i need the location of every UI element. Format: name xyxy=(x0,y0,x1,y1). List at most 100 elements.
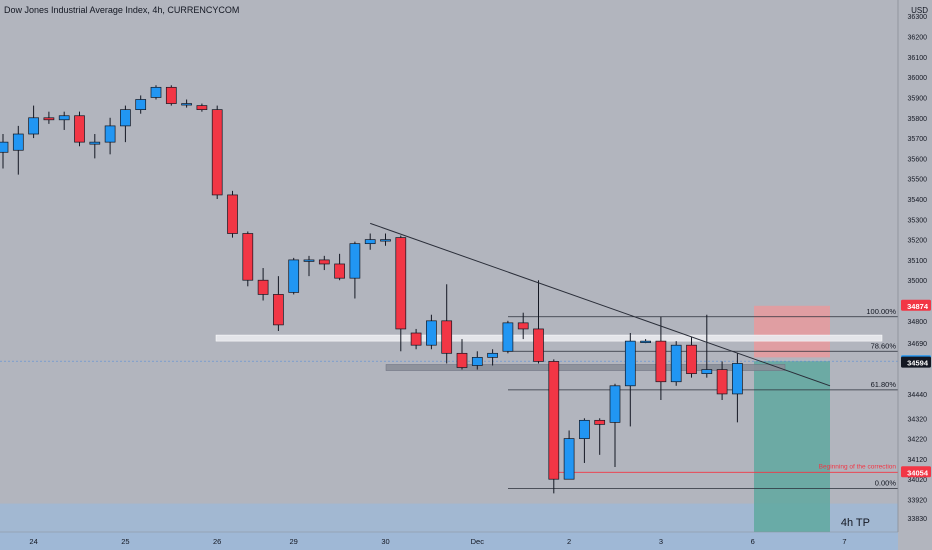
candle-body xyxy=(380,239,391,242)
price-tick-label: 36200 xyxy=(908,35,928,42)
candle-body xyxy=(563,438,575,480)
candle-body xyxy=(165,86,177,104)
candle xyxy=(670,341,682,386)
candle-body xyxy=(471,357,483,366)
price-tick-label: 33830 xyxy=(908,516,928,523)
time-axis xyxy=(0,532,898,550)
price-tick-label: 36100 xyxy=(908,55,928,62)
candle xyxy=(456,339,468,370)
candle xyxy=(487,349,498,366)
candle-body xyxy=(104,125,116,143)
candle-body xyxy=(624,340,636,387)
candle xyxy=(150,85,162,100)
candle-body xyxy=(426,320,437,346)
price-tag-label: 34594 xyxy=(907,359,929,368)
candle xyxy=(471,351,483,370)
candle xyxy=(120,105,131,143)
candle-body xyxy=(74,115,85,143)
candle-body xyxy=(456,352,468,368)
fib-level-label: 78.60% xyxy=(871,341,897,350)
candle-body xyxy=(410,332,422,346)
candle xyxy=(686,337,697,378)
plot-background xyxy=(0,0,898,532)
candle-body xyxy=(686,344,697,374)
candle-body xyxy=(12,133,24,151)
price-axis xyxy=(898,0,932,550)
price-tick-label: 35700 xyxy=(908,136,928,143)
price-tag xyxy=(901,466,931,478)
price-tick-label: 34320 xyxy=(908,416,928,423)
candle-body xyxy=(242,233,254,281)
candle-body xyxy=(120,109,131,127)
candle-body xyxy=(640,340,651,343)
take-profit-label: 4h TP xyxy=(841,517,870,529)
candle-body xyxy=(318,259,330,265)
stop-loss-zone xyxy=(754,305,830,358)
candle-body xyxy=(533,328,544,362)
candle xyxy=(548,359,560,494)
price-tag-label: 34874 xyxy=(907,302,929,311)
candle xyxy=(242,231,254,287)
candle-body xyxy=(150,86,162,98)
price-tick-label: 35800 xyxy=(908,116,928,123)
candle-body xyxy=(594,419,606,425)
candle-body xyxy=(28,117,39,135)
resistance-zone xyxy=(215,334,883,342)
candle xyxy=(502,320,514,354)
support-zone xyxy=(385,364,786,371)
candle-body xyxy=(364,239,376,245)
candle xyxy=(89,134,101,159)
candle-body xyxy=(43,117,55,121)
candle-body xyxy=(89,141,101,145)
candle xyxy=(579,418,590,463)
candle xyxy=(563,430,575,480)
price-tick-label: 35000 xyxy=(908,278,928,285)
candle-body xyxy=(395,237,407,330)
candle xyxy=(0,134,9,169)
candle xyxy=(395,235,407,352)
price-tick-label: 36000 xyxy=(908,75,928,82)
correction-label: Beginning of the correction xyxy=(819,463,897,470)
candle xyxy=(211,105,223,199)
candle-body xyxy=(303,259,315,262)
price-tag-label: 34054 xyxy=(907,468,929,477)
candle-body xyxy=(655,340,667,383)
time-tick-label: 29 xyxy=(290,537,298,546)
candle-body xyxy=(441,320,453,354)
price-tick-label: 33920 xyxy=(908,498,928,505)
candle xyxy=(364,233,376,250)
price-tick-label: 35100 xyxy=(908,258,928,265)
candle-body xyxy=(211,109,223,196)
candle-body xyxy=(517,322,529,330)
time-tick-label: 3 xyxy=(659,537,663,546)
candle xyxy=(28,105,39,139)
candle-body xyxy=(579,419,590,439)
candle xyxy=(609,383,621,468)
time-tick-label: 6 xyxy=(751,537,755,546)
price-tag xyxy=(901,356,931,368)
candle xyxy=(349,241,361,299)
candle-body xyxy=(548,361,560,480)
candle xyxy=(135,95,147,114)
price-tick-label: 36300 xyxy=(908,14,928,21)
time-tick-label: 2 xyxy=(567,537,571,546)
candle-body xyxy=(58,115,70,121)
candle xyxy=(426,314,437,350)
candle-body xyxy=(227,194,238,234)
candle xyxy=(43,111,55,124)
candle xyxy=(716,361,728,401)
candle xyxy=(334,253,345,281)
candle xyxy=(12,125,24,175)
trendline xyxy=(370,222,831,387)
candle xyxy=(701,314,713,378)
candle-body xyxy=(732,363,743,395)
candle xyxy=(196,103,208,112)
candle xyxy=(181,99,192,108)
time-tick-label: Dec xyxy=(471,537,485,546)
price-tick-label: 34440 xyxy=(908,392,928,399)
candle xyxy=(273,276,284,331)
candle-body xyxy=(288,259,300,293)
fib-level-label: 0.00% xyxy=(875,478,897,487)
